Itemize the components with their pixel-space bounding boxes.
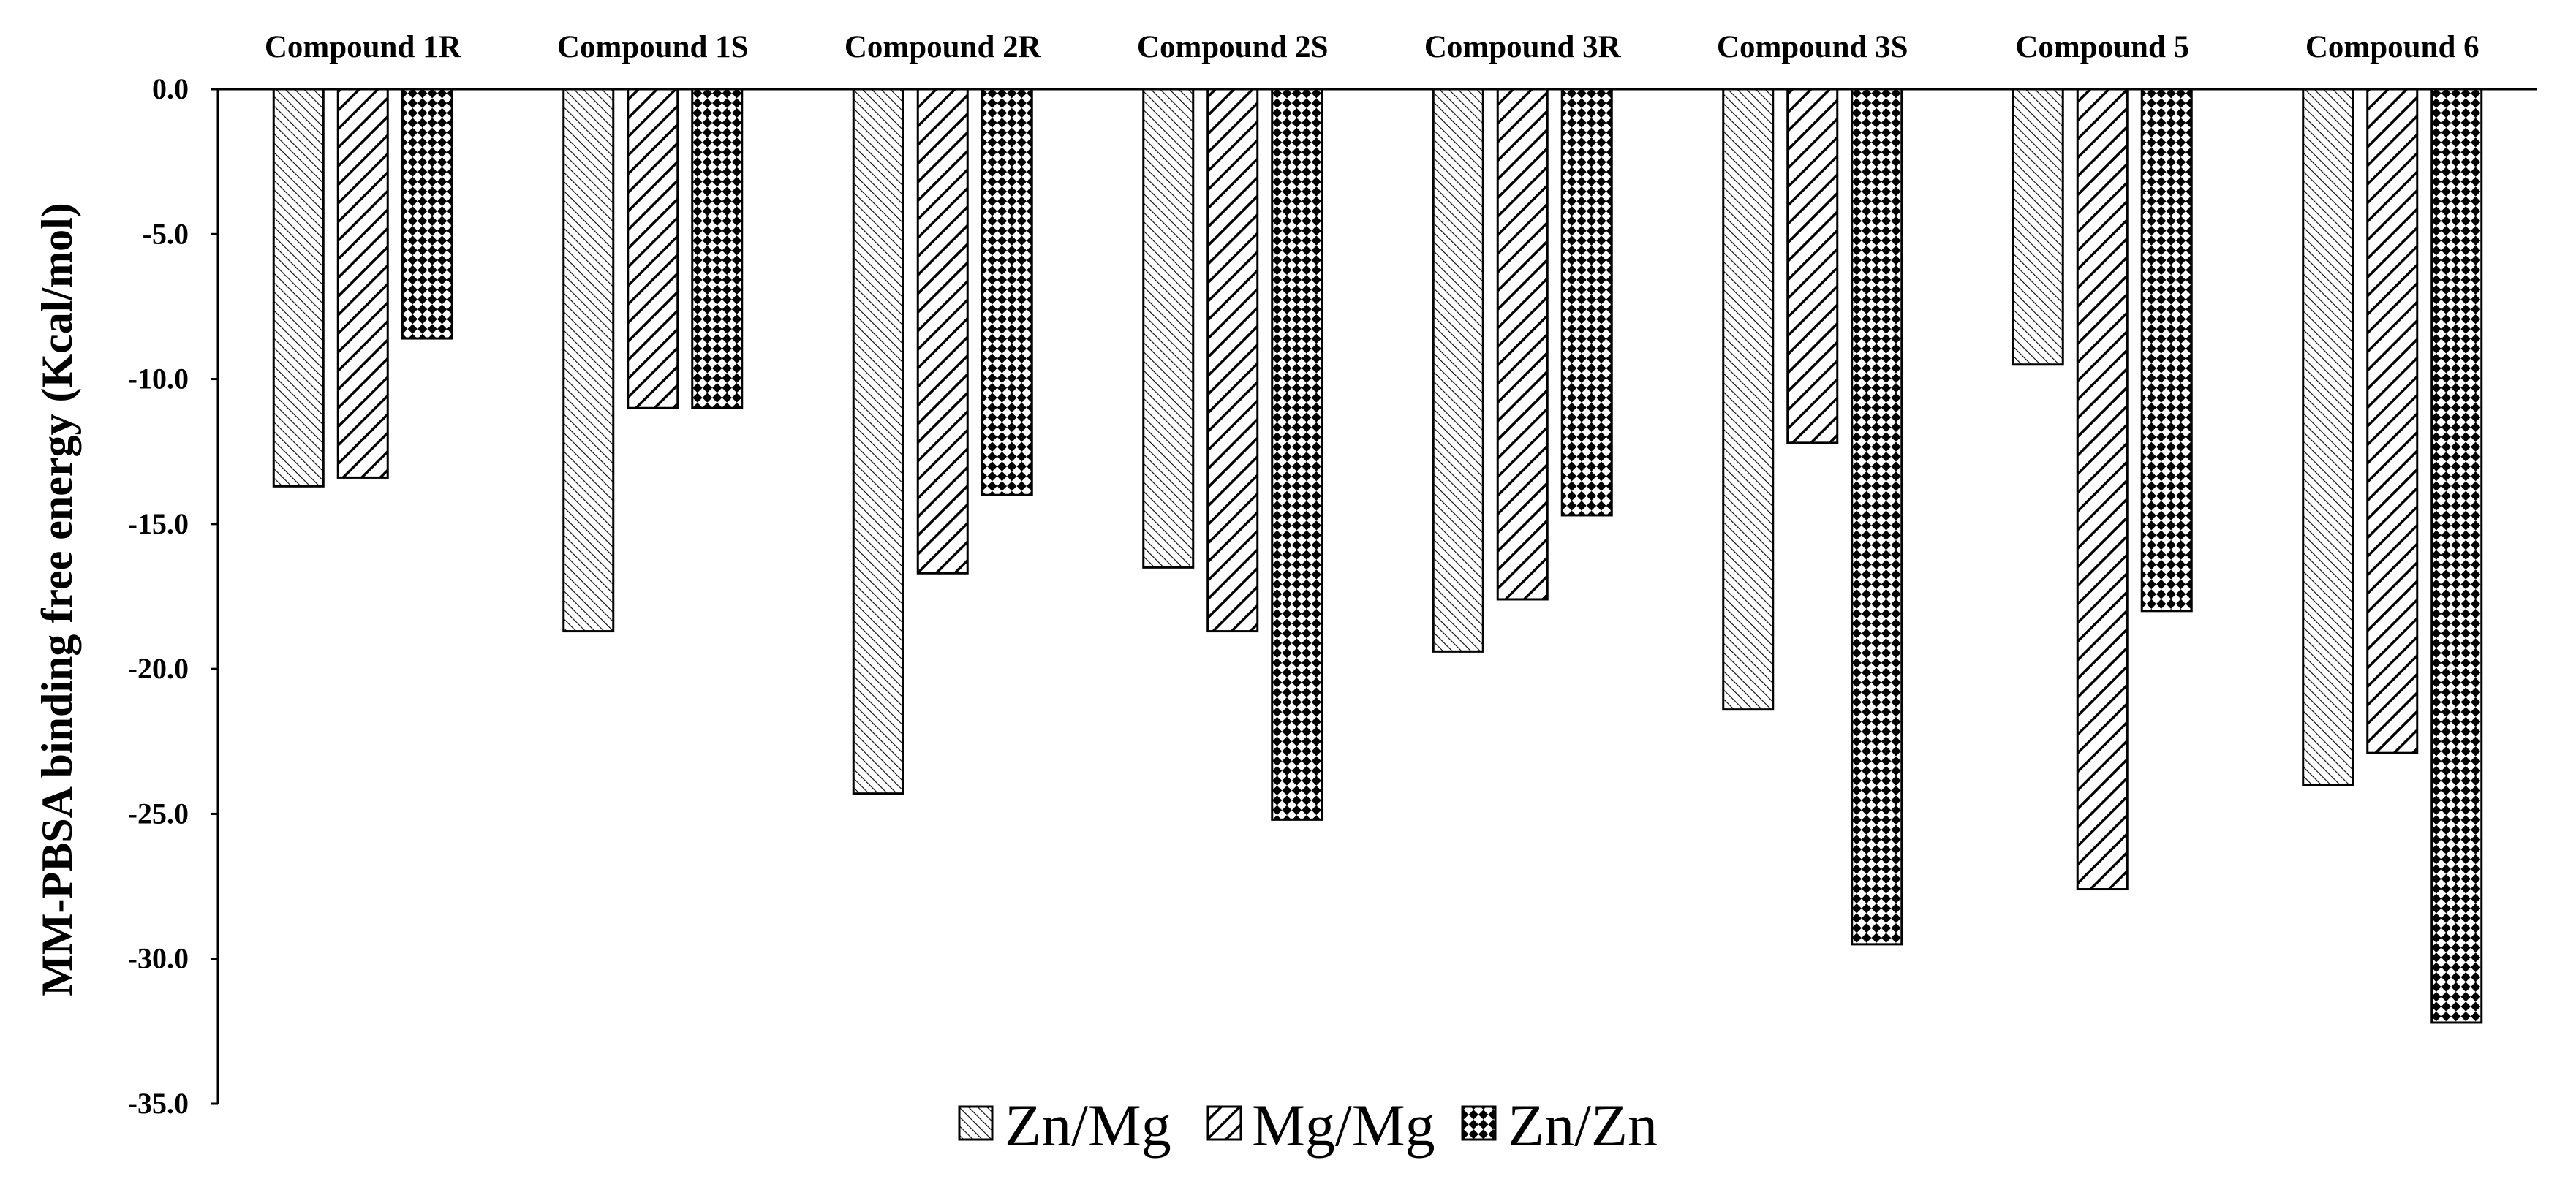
bar-mg-mg: [1496, 88, 1549, 601]
bar-zn-mg: [2302, 88, 2354, 786]
bar-mg-mg: [2366, 88, 2419, 754]
category-label: Compound 2S: [1137, 30, 1329, 64]
bar-zn-zn: [1851, 88, 1903, 946]
category-labels: Compound 1R Compound 1S Compound 2R Compoun…: [265, 30, 2479, 64]
bar-zn-mg: [1142, 88, 1195, 569]
y-tick-label: -10.0: [128, 363, 189, 395]
legend-item-zn-mg: Zn/Mg: [958, 1092, 1171, 1159]
legend-label-zn-zn: Zn/Zn: [1508, 1092, 1658, 1159]
bar-zn-mg: [1722, 88, 1775, 711]
bar-zn-mg: [1432, 88, 1484, 653]
category-label: Compound 3R: [1424, 30, 1622, 64]
bar-mg-mg: [336, 88, 389, 479]
bar-zn-zn: [981, 88, 1033, 496]
y-tick-label: -5.0: [143, 217, 189, 250]
bars: [272, 88, 2483, 1024]
legend-swatch-mg-mg: [1206, 1105, 1242, 1141]
bar-mg-mg: [2076, 88, 2129, 891]
bar-mg-mg: [627, 88, 679, 409]
bar-zn-zn: [401, 88, 453, 340]
category-label: Compound 1S: [557, 30, 749, 64]
legend-label-mg-mg: Mg/Mg: [1252, 1092, 1435, 1159]
legend-label-zn-mg: Zn/Mg: [1005, 1092, 1171, 1159]
legend-swatch-zn-mg: [958, 1105, 994, 1141]
category-label: Compound 5: [2015, 30, 2189, 64]
bar-zn-mg: [2012, 88, 2064, 366]
bar-mg-mg: [916, 88, 969, 575]
y-tick-label: -30.0: [128, 942, 189, 975]
legend-swatch-zn-zn: [1461, 1105, 1497, 1141]
y-tick-label: -25.0: [128, 797, 189, 830]
category-label: Compound 1R: [265, 30, 462, 64]
y-axis-ticks: 0.0 -5.0 -10.0 -15.0 -20.0 -25.0 -30.0 -35.0: [128, 72, 218, 1120]
bar-zn-mg: [272, 88, 325, 488]
category-label: Compound 6: [2305, 30, 2479, 64]
bar-mg-mg: [1206, 88, 1259, 633]
category-label: Compound 3S: [1717, 30, 1908, 64]
y-tick-label: -35.0: [128, 1087, 189, 1120]
y-axis-label: MM-PBSA binding free energy (Kcal/mol): [33, 202, 81, 996]
category-label: Compound 2R: [845, 30, 1042, 64]
legend-item-mg-mg: Mg/Mg: [1206, 1092, 1435, 1159]
legend-item-zn-zn: Zn/Zn: [1461, 1092, 1658, 1159]
bar-zn-zn: [2430, 88, 2483, 1024]
bar-zn-zn: [1560, 88, 1613, 517]
legend: Zn/Mg Mg/Mg Zn/Zn: [958, 1092, 1658, 1159]
bar-mg-mg: [1786, 88, 1839, 444]
bar-zn-zn: [691, 88, 744, 409]
bar-zn-zn: [1271, 88, 1323, 821]
bar-zn-zn: [2140, 88, 2193, 613]
y-tick-label: -20.0: [128, 652, 189, 685]
y-tick-label: 0.0: [152, 72, 189, 105]
bar-zn-mg: [562, 88, 615, 633]
bar-zn-mg: [852, 88, 904, 795]
y-tick-label: -15.0: [128, 507, 189, 540]
